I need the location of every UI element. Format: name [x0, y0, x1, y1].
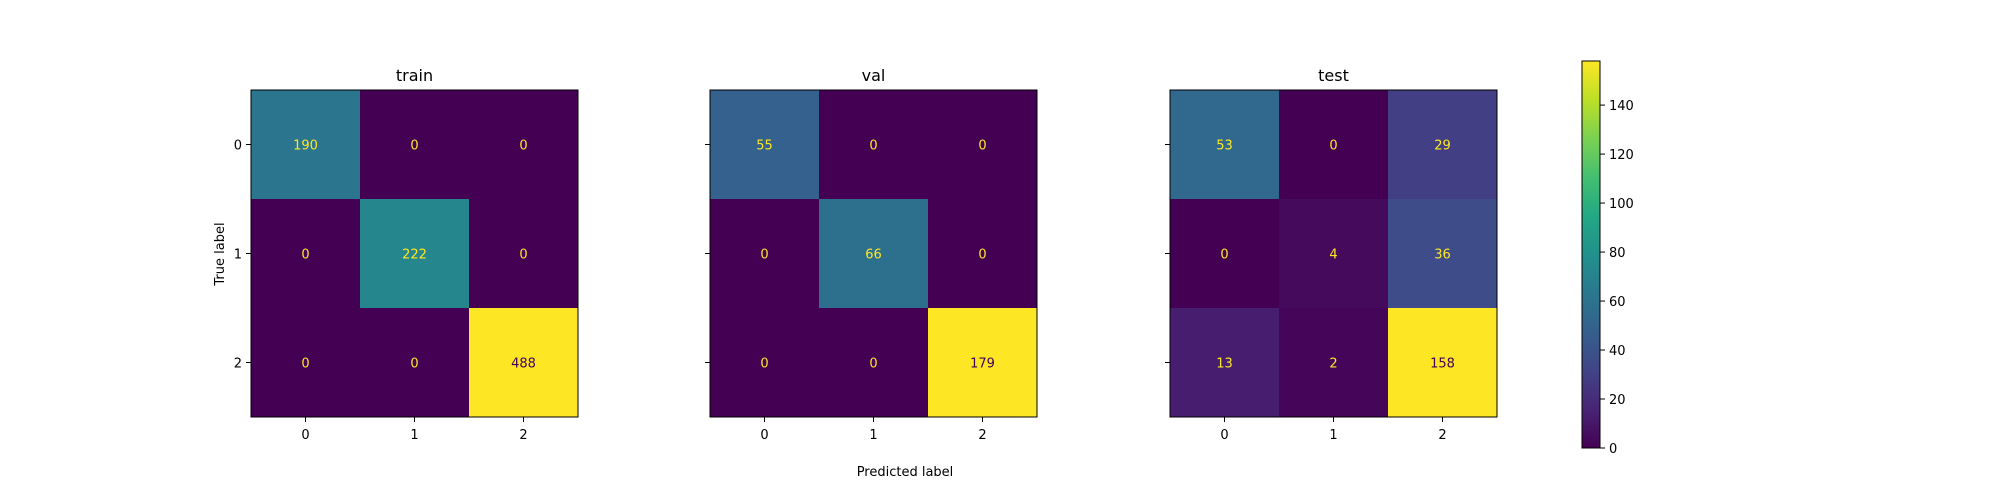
x-tick-label-val-1: 1 [869, 428, 877, 443]
cell-value-test-0-0: 53 [1216, 139, 1233, 154]
y-axis-label: True label [213, 222, 228, 286]
cell-value-test-1-1: 4 [1329, 248, 1337, 263]
cell-value-val-2-1: 0 [869, 357, 877, 372]
cell-value-test-1-0: 0 [1220, 248, 1228, 263]
cell-test-1-0 [1170, 199, 1279, 308]
cell-value-val-1-1: 66 [865, 248, 882, 263]
cell-value-val-2-0: 0 [760, 357, 768, 372]
cell-value-train-1-1: 222 [402, 248, 427, 263]
cell-test-1-2 [1388, 199, 1497, 308]
cell-value-val-1-2: 0 [978, 248, 986, 263]
x-tick-label-test-0: 0 [1220, 428, 1228, 443]
x-tick-label-train-2: 2 [519, 428, 527, 443]
cell-test-0-0 [1170, 90, 1279, 199]
cell-train-1-1 [360, 199, 469, 308]
x-tick-label-train-1: 1 [410, 428, 418, 443]
x-axis-label: Predicted label [857, 465, 954, 480]
x-tick-label-train-0: 0 [301, 428, 309, 443]
cell-train-1-2 [469, 199, 578, 308]
panel-train: train 190 0 0 0 222 0 0 0 488 0 1 2 0 1 2 [234, 66, 579, 443]
cell-test-0-2 [1388, 90, 1497, 199]
cell-value-val-0-2: 0 [978, 139, 986, 154]
cell-train-0-1 [360, 90, 469, 199]
cell-value-test-1-2: 36 [1434, 248, 1451, 263]
colorbar-tick-label-100: 100 [1609, 197, 1634, 212]
y-tick-label-0: 0 [234, 139, 242, 154]
cell-value-train-0-0: 190 [293, 139, 318, 154]
colorbar-tick-label-20: 20 [1609, 393, 1626, 408]
cell-value-train-0-1: 0 [410, 139, 418, 154]
cell-val-1-1 [819, 199, 928, 308]
colorbar-tick-label-140: 140 [1609, 99, 1634, 114]
cell-value-train-2-0: 0 [301, 357, 309, 372]
cell-val-1-0 [710, 199, 819, 308]
panel-title-val: val [862, 66, 886, 85]
cell-train-2-1 [360, 308, 469, 417]
cell-test-2-2 [1388, 308, 1497, 417]
cell-test-1-1 [1279, 199, 1388, 308]
cell-val-0-0 [710, 90, 819, 199]
cell-val-1-2 [928, 199, 1037, 308]
cell-train-1-0 [251, 199, 360, 308]
x-tick-label-val-2: 2 [978, 428, 986, 443]
panel-test: test 53 0 29 0 4 36 13 2 158 0 1 2 [1165, 66, 1498, 443]
colorbar [1581, 60, 1601, 449]
panel-title-test: test [1318, 66, 1349, 85]
cell-val-2-1 [819, 308, 928, 417]
x-tick-label-val-0: 0 [760, 428, 768, 443]
cell-val-2-0 [710, 308, 819, 417]
x-tick-label-test-2: 2 [1438, 428, 1446, 443]
cell-train-0-0 [251, 90, 360, 199]
cell-value-train-1-2: 0 [519, 248, 527, 263]
colorbar-tick-label-40: 40 [1609, 344, 1626, 359]
cell-val-0-2 [928, 90, 1037, 199]
cell-value-test-2-0: 13 [1216, 357, 1233, 372]
cell-test-2-1 [1279, 308, 1388, 417]
colorbar-tick-label-80: 80 [1609, 246, 1626, 261]
cell-value-val-0-1: 0 [869, 139, 877, 154]
cell-val-2-2 [928, 308, 1037, 417]
panel-val: val 55 0 0 0 66 0 0 0 179 0 1 2 [705, 66, 1038, 443]
cell-test-0-1 [1279, 90, 1388, 199]
colorbar-tick-label-0: 0 [1609, 442, 1617, 457]
cell-value-val-2-2: 179 [970, 357, 995, 372]
cell-val-0-1 [819, 90, 928, 199]
cell-value-train-2-1: 0 [410, 357, 418, 372]
cell-value-test-2-1: 2 [1329, 357, 1337, 372]
colorbar-tick-label-120: 120 [1609, 148, 1634, 163]
cell-train-0-2 [469, 90, 578, 199]
cell-value-val-0-0: 55 [756, 139, 773, 154]
cell-value-train-1-0: 0 [301, 248, 309, 263]
panel-title-train: train [396, 66, 433, 85]
cell-value-test-0-1: 0 [1329, 139, 1337, 154]
x-tick-label-test-1: 1 [1329, 428, 1337, 443]
cell-value-test-0-2: 29 [1434, 139, 1451, 154]
cell-test-2-0 [1170, 308, 1279, 417]
y-tick-label-2: 2 [234, 357, 242, 372]
y-tick-label-1: 1 [234, 248, 242, 263]
cell-value-train-0-2: 0 [519, 139, 527, 154]
cell-train-2-0 [251, 308, 360, 417]
cell-value-test-2-2: 158 [1430, 357, 1455, 372]
colorbar-tick-label-60: 60 [1609, 295, 1626, 310]
cell-train-2-2 [469, 308, 578, 417]
cell-value-val-1-0: 0 [760, 248, 768, 263]
cell-value-train-2-2: 488 [511, 357, 536, 372]
